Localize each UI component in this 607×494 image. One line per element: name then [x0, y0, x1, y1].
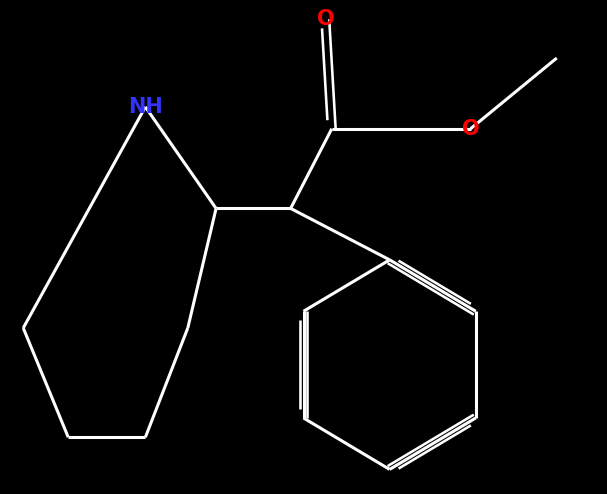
Text: O: O — [462, 119, 480, 139]
Text: NH: NH — [128, 97, 163, 117]
Text: O: O — [316, 9, 334, 30]
